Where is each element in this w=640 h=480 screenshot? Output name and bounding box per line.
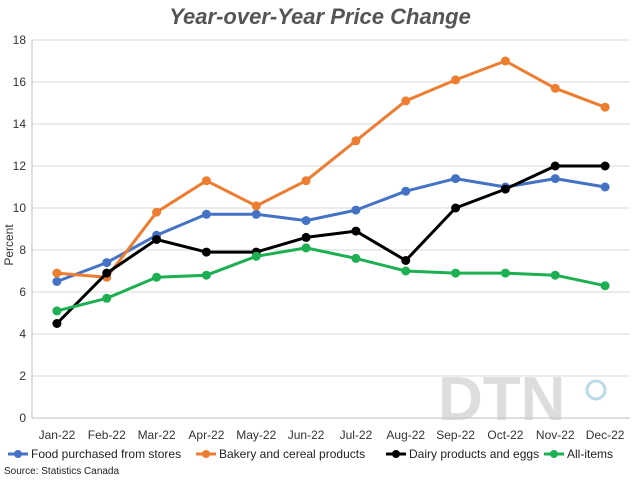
x-tick-label: Jul-22 xyxy=(340,428,373,442)
watermark-circle xyxy=(585,379,607,401)
data-point xyxy=(201,209,211,219)
x-tick-label: Dec-22 xyxy=(586,428,625,442)
y-tick-label: 0 xyxy=(19,411,26,425)
y-axis-ticks: 0 2 4 6 8 10 12 14 16 18 xyxy=(13,33,27,425)
watermark-text: DTN xyxy=(438,365,565,434)
series-line xyxy=(56,177,606,283)
data-point xyxy=(152,272,162,282)
data-point xyxy=(500,56,510,66)
legend-swatch-marker xyxy=(202,450,210,458)
x-tick-label: May-22 xyxy=(236,428,276,442)
data-point xyxy=(52,319,62,328)
data-point xyxy=(600,182,610,192)
x-tick-label: Aug-22 xyxy=(386,428,425,442)
data-point xyxy=(401,266,411,276)
legend-label: Dairy products and eggs xyxy=(409,447,539,461)
series-line xyxy=(56,59,606,279)
data-point xyxy=(201,270,211,280)
data-point xyxy=(500,184,510,194)
legend-item: Bakery and cereal products xyxy=(196,447,365,461)
x-tick-label: Mar-22 xyxy=(138,428,176,442)
data-point xyxy=(251,251,261,261)
data-point xyxy=(401,186,411,196)
y-tick-label: 16 xyxy=(13,75,27,89)
legend-item: Dairy products and eggs xyxy=(386,447,539,461)
data-point xyxy=(251,209,261,219)
x-tick-label: Apr-22 xyxy=(188,428,224,442)
data-point xyxy=(451,174,461,184)
series-1 xyxy=(52,56,610,282)
y-tick-label: 18 xyxy=(13,33,27,47)
x-tick-label: Jan-22 xyxy=(39,428,76,442)
data-point xyxy=(451,203,461,213)
data-point xyxy=(600,161,610,171)
legend-item: All-items xyxy=(544,447,613,461)
data-point xyxy=(201,176,211,186)
legend-label: All-items xyxy=(567,447,613,461)
series-line xyxy=(55,164,606,325)
y-tick-label: 2 xyxy=(19,369,26,383)
gridlines xyxy=(31,39,630,419)
y-tick-label: 6 xyxy=(19,285,26,299)
legend: Food purchased from stores Bakery and cer… xyxy=(8,447,613,461)
data-point xyxy=(550,270,560,280)
data-point xyxy=(351,226,361,236)
x-tick-label: Oct-22 xyxy=(487,428,523,442)
y-tick-label: 4 xyxy=(19,327,26,341)
legend-label: Food purchased from stores xyxy=(31,447,181,461)
data-point xyxy=(301,176,311,186)
y-tick-label: 10 xyxy=(13,201,27,215)
data-point xyxy=(351,136,361,146)
legend-swatch-marker xyxy=(392,450,400,458)
x-tick-label: Jun-22 xyxy=(288,428,325,442)
data-point xyxy=(451,268,461,278)
data-point xyxy=(451,75,461,85)
legend-label: Bakery and cereal products xyxy=(219,447,365,461)
data-point xyxy=(201,247,211,257)
data-point xyxy=(401,96,411,106)
x-axis-ticks: Jan-22 Feb-22 Mar-22 Apr-22 May-22 Jun-22 Jul-… xyxy=(39,428,625,442)
legend-swatch-marker xyxy=(550,450,558,458)
data-point xyxy=(600,281,610,291)
dtn-watermark-logo: DTN xyxy=(438,365,607,434)
series-line xyxy=(56,246,606,313)
data-point xyxy=(52,277,62,286)
data-point xyxy=(351,253,361,263)
data-point xyxy=(401,256,411,265)
chart-title: Year-over-Year Price Change xyxy=(169,4,471,29)
series-0 xyxy=(52,174,610,286)
data-point xyxy=(600,102,610,112)
legend-swatch-marker xyxy=(14,450,22,458)
source-note: Source: Statistics Canada xyxy=(4,466,119,477)
series-3 xyxy=(52,243,610,316)
x-tick-label: Sep-22 xyxy=(436,428,475,442)
y-tick-label: 12 xyxy=(13,159,27,173)
data-point xyxy=(251,201,261,211)
data-point xyxy=(550,174,560,184)
y-axis-label: Percent xyxy=(2,224,16,266)
data-point xyxy=(102,293,112,303)
data-point xyxy=(152,235,162,244)
data-point xyxy=(351,205,361,215)
series-2 xyxy=(52,161,610,328)
data-point xyxy=(152,207,162,217)
legend-item: Food purchased from stores xyxy=(8,447,181,461)
data-point xyxy=(52,306,62,316)
y-tick-label: 8 xyxy=(19,243,26,257)
x-tick-label: Feb-22 xyxy=(88,428,126,442)
data-point xyxy=(550,161,560,171)
data-point xyxy=(102,258,112,268)
x-tick-label: Nov-22 xyxy=(536,428,575,442)
data-point xyxy=(52,268,62,278)
data-point xyxy=(500,268,510,278)
data-point xyxy=(550,83,560,93)
series-group xyxy=(52,56,610,328)
data-point xyxy=(301,216,311,226)
data-point xyxy=(301,243,311,253)
y-tick-label: 14 xyxy=(13,117,27,131)
data-point xyxy=(301,232,311,242)
data-point xyxy=(102,268,112,278)
